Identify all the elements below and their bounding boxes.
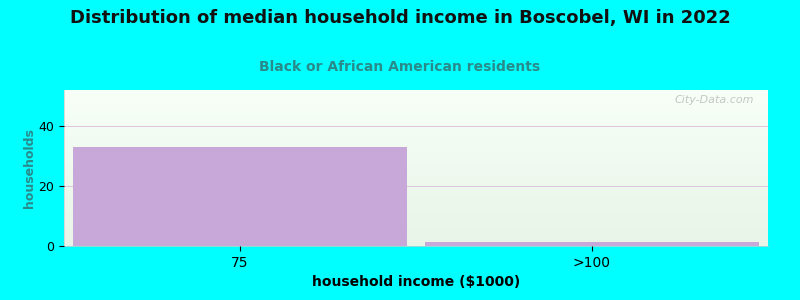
Text: Distribution of median household income in Boscobel, WI in 2022: Distribution of median household income … [70,9,730,27]
Text: City-Data.com: City-Data.com [674,95,754,105]
X-axis label: household income ($1000): household income ($1000) [312,275,520,289]
Bar [425,242,759,246]
Text: Black or African American residents: Black or African American residents [259,60,541,74]
Y-axis label: households: households [22,128,36,208]
Bar [73,147,407,246]
